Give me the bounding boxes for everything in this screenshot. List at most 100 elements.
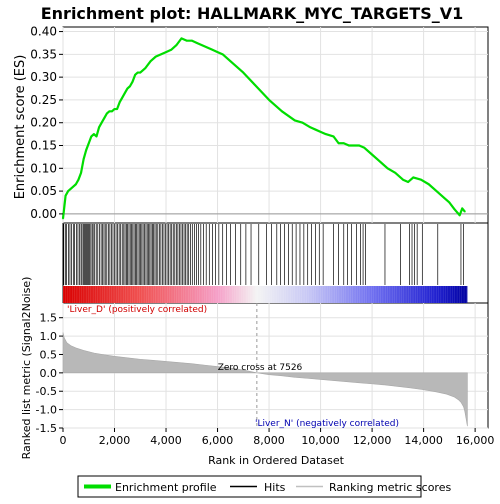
enrichment-point — [211, 48, 214, 51]
enrichment-point — [337, 142, 340, 145]
x-tick-label: 16,000 — [456, 434, 495, 447]
ranking-metric-scores — [62, 332, 468, 427]
metric-y-axis-label: Ranked list metric (Signal2Noise) — [20, 277, 33, 460]
enrichment-point — [386, 167, 389, 170]
rank-colorbar — [62, 286, 468, 303]
x-tick-label: 4,000 — [150, 434, 182, 447]
x-tick-label: 0 — [60, 434, 67, 447]
enrichment-point — [268, 99, 270, 101]
enrichment-point — [154, 55, 157, 58]
metric-tick-label: 1.0 — [40, 330, 58, 343]
enrichment-point — [206, 46, 209, 49]
enrichment-point — [113, 108, 116, 110]
enrichment-point — [363, 146, 366, 149]
enrichment-point — [443, 197, 446, 199]
enrichment-point — [407, 181, 410, 183]
enrichment-point — [103, 117, 106, 120]
es-tick-label: 0.25 — [30, 93, 57, 107]
enrichment-point — [332, 135, 335, 138]
enrichment-point — [165, 51, 167, 53]
enrichment-point — [309, 126, 312, 129]
es-tick-label: 0.20 — [30, 116, 57, 130]
enrichment-point — [229, 60, 232, 63]
legend-label-ranking: Ranking metric scores — [329, 481, 451, 494]
enrichment-point — [201, 44, 203, 47]
enrichment-point — [402, 178, 404, 181]
x-axis-label: Rank in Ordered Dataset — [208, 454, 345, 467]
x-tick-label: 2,000 — [99, 434, 131, 447]
enrichment-point — [180, 37, 183, 40]
positive-label: 'Liver_D' (positively correlated) — [67, 305, 207, 315]
enrichment-point — [170, 48, 173, 51]
enrichment-point — [463, 210, 466, 213]
enrichment-point — [394, 171, 397, 174]
enrichment-point — [420, 178, 422, 181]
enrichment-point — [196, 42, 198, 44]
enrichment-point — [293, 119, 296, 122]
enrichment-point — [105, 112, 108, 115]
enrichment-point — [242, 71, 245, 74]
enrichment-point — [435, 190, 438, 192]
enrichment-point — [123, 92, 126, 94]
enrichment-point — [159, 53, 162, 56]
x-tick-label: 12,000 — [353, 434, 392, 447]
enrichment-point — [77, 178, 80, 181]
metric-y-axis: -1.5 -1.0 -0.5 0.0 0.5 1.0 1.5 — [36, 312, 63, 435]
negative-label: 'Liver_N' (negatively correlated) — [255, 419, 399, 429]
enrichment-point — [461, 207, 464, 210]
zero-cross-label: Zero cross at 7526 — [218, 363, 303, 373]
enrichment-point — [136, 71, 139, 74]
enrichment-point — [190, 39, 193, 42]
enrichment-point — [116, 108, 118, 110]
enrichment-point — [126, 87, 129, 90]
enrichment-point — [131, 80, 134, 83]
es-tick-label: 0.30 — [30, 70, 57, 84]
enrichment-point — [82, 158, 85, 161]
enrichment-point — [74, 183, 77, 186]
enrichment-point — [185, 39, 188, 42]
hit-marks — [63, 224, 464, 285]
x-tick-label: 14,000 — [404, 434, 443, 447]
enrichment-point — [427, 183, 430, 186]
enrichment-point — [121, 96, 124, 99]
enrichment-point — [108, 110, 111, 113]
enrichment-point — [139, 71, 142, 74]
enrichment-point — [111, 110, 113, 113]
colorbar-strip — [63, 286, 468, 303]
enrichment-point — [371, 153, 373, 156]
x-axis: 0 2,000 4,000 6,000 8,000 10,000 12,000 14,000 1… — [60, 428, 495, 447]
enrichment-point — [175, 44, 178, 47]
x-tick-label: 8,000 — [253, 434, 285, 447]
enrichment-point — [93, 133, 95, 136]
enrichment-point — [90, 135, 93, 138]
legend-label-hits: Hits — [264, 481, 286, 494]
enrichment-point — [314, 128, 317, 131]
enrichment-point — [353, 144, 355, 147]
es-tick-label: 0.05 — [30, 184, 57, 198]
enrichment-point — [255, 85, 258, 88]
enrichment-point — [95, 135, 98, 138]
metric-tick-label: -0.5 — [36, 385, 57, 398]
enrichment-point — [64, 194, 67, 197]
enrichment-point — [458, 214, 461, 217]
legend: Enrichment profile Hits Ranking metric s… — [77, 475, 451, 498]
enrichment-point — [118, 101, 121, 104]
enrichment-point — [80, 171, 82, 174]
enrichment-point — [98, 126, 100, 129]
metric-tick-label: -1.0 — [36, 404, 57, 417]
enrichment-point — [69, 187, 72, 190]
enrichment-point — [149, 60, 152, 63]
enrichment-point — [378, 160, 381, 163]
x-tick-label: 10,000 — [301, 434, 340, 447]
enrichment-point — [87, 142, 90, 145]
es-tick-label: 0.10 — [30, 161, 57, 175]
metric-tick-label: 0.0 — [40, 367, 58, 380]
es-tick-label: 0.15 — [30, 139, 57, 153]
enrichment-point — [216, 51, 219, 53]
enrichment-point — [342, 142, 345, 145]
enrichment-point — [85, 149, 88, 151]
es-y-axis-label: Enrichment score (ES) — [13, 55, 28, 200]
enrichment-point — [221, 53, 224, 56]
